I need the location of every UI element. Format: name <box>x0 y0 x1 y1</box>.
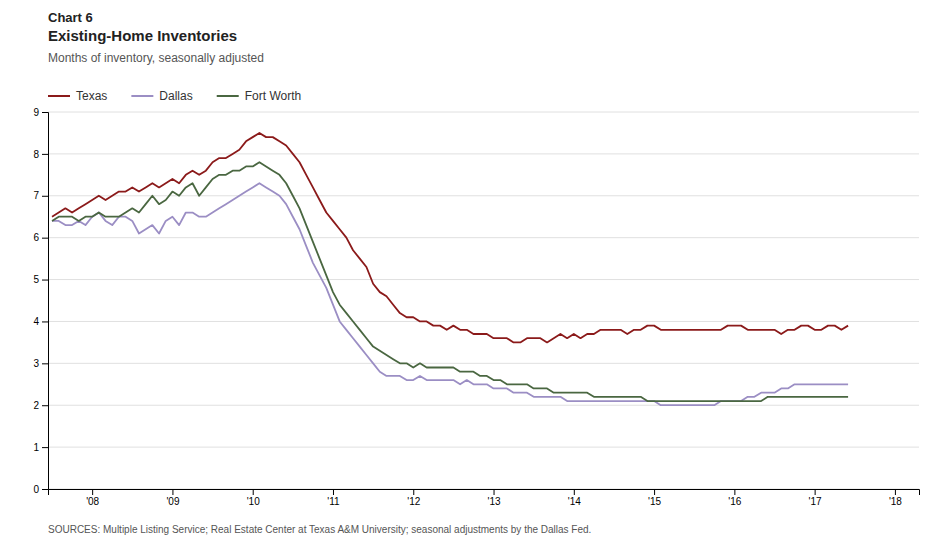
y-tick-mark <box>42 196 48 197</box>
y-tick-label: 2 <box>33 400 39 411</box>
y-tick-label: 6 <box>33 232 39 243</box>
y-tick-label: 7 <box>33 190 39 201</box>
y-tick-label: 1 <box>33 442 39 453</box>
legend-label: Dallas <box>159 89 192 103</box>
legend-swatch <box>217 95 239 97</box>
y-tick: 2 <box>33 400 48 411</box>
y-tick: 5 <box>33 274 48 285</box>
x-tick-label: '18 <box>889 496 902 507</box>
y-tick: 4 <box>33 316 48 327</box>
x-tick-label: '17 <box>809 496 822 507</box>
grid <box>48 112 919 489</box>
series-line <box>52 133 848 342</box>
title: Chart 6 <box>48 10 93 25</box>
y-tick: 7 <box>33 190 48 201</box>
grid-line <box>48 447 919 448</box>
x-tick-label: '15 <box>648 496 661 507</box>
x-axis: '08 '09 '10 '11 '12 '13 '14 '15 '16 '17 '18 <box>49 489 920 507</box>
chart-svg: Chart 6 Existing-Home Inventories Months o… <box>0 0 949 541</box>
x-tick: '09 <box>166 489 179 507</box>
legend-item: Fort Worth <box>217 89 301 103</box>
legend: Texas Dallas Fort Worth <box>48 89 301 103</box>
legend-item: Dallas <box>131 89 192 103</box>
y-tick: 9 <box>33 107 48 118</box>
x-axis-line <box>49 490 920 496</box>
x-tick-mark <box>413 489 414 495</box>
legend-item: Texas <box>48 89 107 103</box>
x-tick: '18 <box>889 489 902 507</box>
x-tick-mark <box>734 489 735 495</box>
x-tick-mark <box>574 489 575 495</box>
y-tick: 8 <box>33 149 48 160</box>
x-tick-mark <box>815 489 816 495</box>
x-tick-mark <box>92 489 93 495</box>
series-line <box>52 162 848 401</box>
y-tick-mark <box>42 280 48 281</box>
series-group <box>52 133 848 405</box>
x-tick-mark <box>172 489 173 495</box>
x-tick-label: '14 <box>568 496 581 507</box>
y-axis-line <box>42 113 49 490</box>
y-tick-mark <box>42 405 48 406</box>
legend-label: Texas <box>76 89 107 103</box>
y-tick-mark <box>42 489 48 490</box>
x-tick-mark <box>654 489 655 495</box>
x-tick: '13 <box>488 489 501 507</box>
x-tick: '15 <box>648 489 661 507</box>
y-tick-label: 9 <box>33 107 39 118</box>
y-tick: 0 <box>33 484 48 495</box>
legend-label: Fort Worth <box>245 89 301 103</box>
title: Existing-Home Inventories <box>48 27 237 44</box>
x-tick-label: '13 <box>488 496 501 507</box>
x-tick-label: '08 <box>86 496 99 507</box>
x-tick: '11 <box>327 489 340 507</box>
source: SOURCES: Multiple Listing Service; Real … <box>48 524 591 535</box>
x-tick-mark <box>333 489 334 495</box>
x-tick-mark <box>494 489 495 495</box>
y-tick-mark <box>42 238 48 239</box>
x-tick: '16 <box>728 489 741 507</box>
x-tick: '08 <box>86 489 99 507</box>
x-tick-label: '11 <box>327 496 340 507</box>
y-tick-mark <box>42 154 48 155</box>
y-tick-label: 8 <box>33 149 39 160</box>
chart-container: Chart 6 Existing-Home Inventories Months o… <box>0 0 949 541</box>
x-tick: '12 <box>407 489 420 507</box>
grid-line <box>48 112 919 113</box>
y-tick-label: 0 <box>33 484 39 495</box>
y-tick: 3 <box>33 358 48 369</box>
x-tick-mark <box>253 489 254 495</box>
grid-line <box>48 321 919 322</box>
y-tick-label: 4 <box>33 316 39 327</box>
x-tick-label: '16 <box>728 496 741 507</box>
grid-line <box>48 237 919 238</box>
series-line <box>52 183 848 405</box>
x-tick-label: '09 <box>166 496 179 507</box>
grid-line <box>48 405 919 406</box>
y-tick-mark <box>42 321 48 322</box>
x-tick-label: '10 <box>247 496 260 507</box>
y-tick: 6 <box>33 232 48 243</box>
grid-line <box>48 279 919 280</box>
subtitle: Months of inventory, seasonally adjusted <box>48 51 264 65</box>
x-tick: '10 <box>247 489 260 507</box>
plot-area: '08 '09 '10 '11 '12 '13 '14 '15 '16 '17 '18 0 1 2 3 4 5 6… <box>33 107 919 507</box>
y-tick-mark <box>42 112 48 113</box>
x-tick-label: '12 <box>407 496 420 507</box>
y-tick-mark <box>42 447 48 448</box>
legend-swatch <box>48 95 70 97</box>
legend-swatch <box>131 95 153 97</box>
x-tick-mark <box>895 489 896 495</box>
y-tick: 1 <box>33 442 48 453</box>
x-tick: '14 <box>568 489 581 507</box>
y-tick-label: 5 <box>33 274 39 285</box>
y-tick-label: 3 <box>33 358 39 369</box>
grid-line <box>48 153 919 154</box>
y-tick-mark <box>42 363 48 364</box>
y-axis: 0 1 2 3 4 5 6 7 8 9 <box>33 107 48 495</box>
x-tick: '17 <box>809 489 822 507</box>
grid-line <box>48 363 919 364</box>
